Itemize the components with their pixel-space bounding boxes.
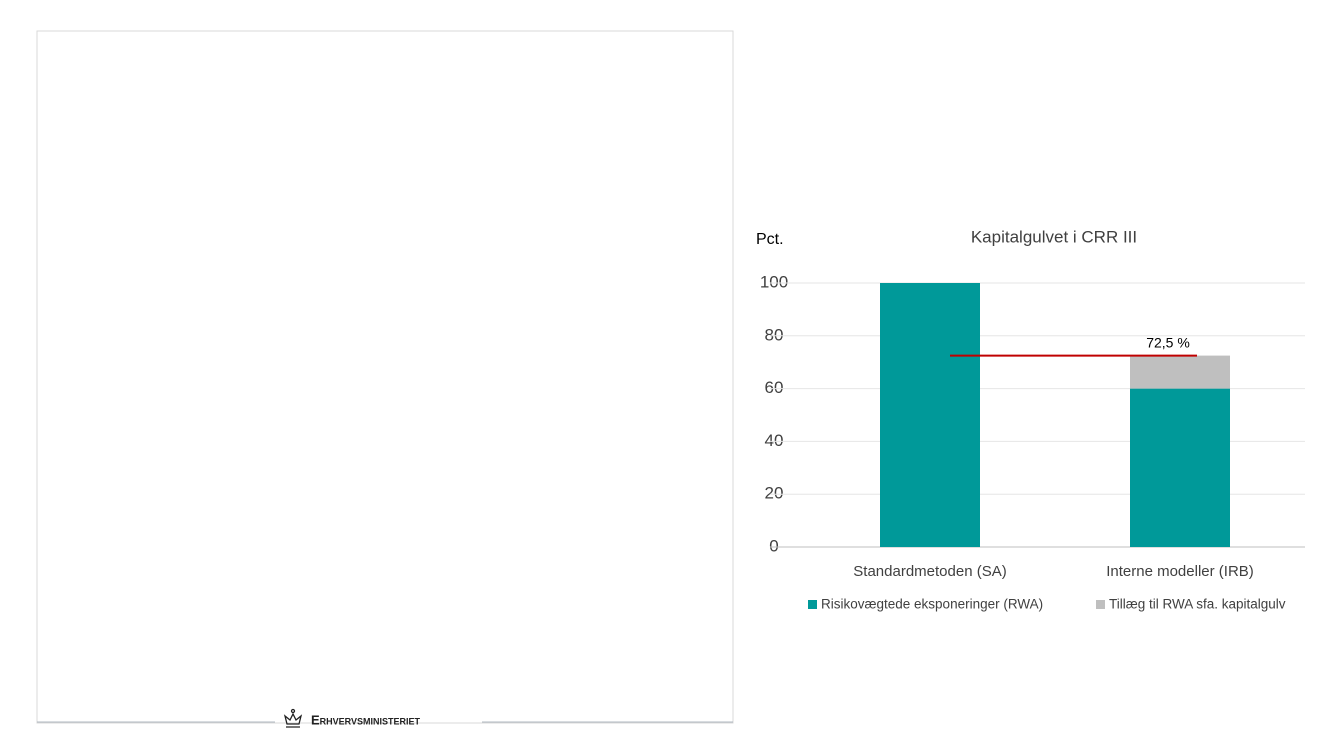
y-axis-label: Pct. (756, 231, 784, 248)
x-tick-label: Interne modeller (IRB) (1106, 563, 1254, 580)
floor-label: 72,5 % (1146, 334, 1190, 350)
y-tick-label: 20 (765, 484, 784, 503)
crown-icon (283, 708, 303, 728)
y-tick-label: 80 (765, 325, 784, 344)
x-tick-label: Standardmetoden (SA) (853, 563, 1006, 580)
legend-label: Risikovægtede eksponeringer (RWA) (821, 597, 1043, 612)
bar-segment (1130, 355, 1230, 389)
logo-text: Erhvervsministeriet (311, 712, 421, 727)
y-tick-label: 40 (765, 431, 784, 450)
y-tick-label: 100 (760, 272, 788, 291)
legend-swatch (808, 600, 817, 609)
panel (36, 30, 734, 724)
y-tick-label: 0 (769, 536, 778, 555)
chart-title: Kapitalgulvet i CRR III (971, 227, 1137, 246)
y-tick-label: 60 (765, 378, 784, 397)
legend-label: Tillæg til RWA sfa. kapitalgulv (1109, 597, 1286, 612)
bar-segment (880, 283, 980, 547)
legend-swatch (1096, 600, 1105, 609)
bar-segment (1130, 388, 1230, 547)
